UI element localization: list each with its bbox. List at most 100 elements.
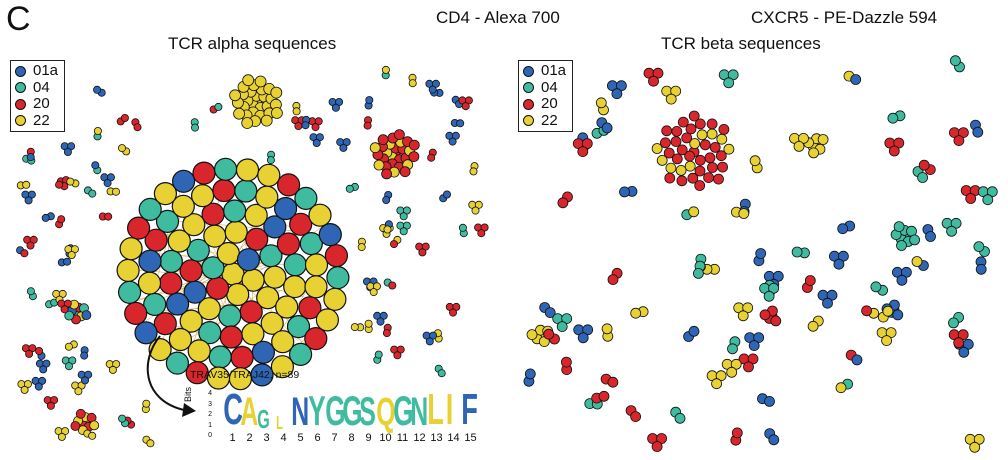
clone-node [179, 259, 203, 283]
clone-node [619, 186, 630, 198]
clone-node [704, 152, 716, 164]
clone-node [166, 292, 190, 316]
clone-node [577, 146, 589, 157]
clone-node [726, 366, 738, 378]
legend-dot [523, 98, 534, 110]
clone-node [881, 335, 893, 347]
clone-node [946, 225, 958, 237]
clone-node [393, 129, 405, 140]
clone-node [251, 340, 275, 364]
clone-node [388, 281, 397, 290]
clone-node [93, 127, 102, 136]
clone-node [715, 150, 727, 162]
logo-letter: C [223, 385, 243, 434]
clone-node [182, 213, 206, 237]
clone-node [703, 172, 715, 183]
clone-node [953, 135, 965, 146]
clone-node [893, 221, 905, 233]
clone-node [681, 132, 693, 144]
clone-node [81, 376, 90, 385]
clone-node [755, 248, 767, 259]
logo-letter: G [325, 387, 346, 434]
clone-node [112, 187, 121, 196]
logo-tick: 4 [208, 390, 212, 397]
logo-letter: L [276, 413, 283, 433]
clone-node [656, 155, 668, 166]
logo-tick: 3 [208, 400, 212, 408]
clone-node [138, 197, 162, 221]
clone-node [55, 180, 64, 189]
clone-node [167, 229, 191, 253]
clone-node [711, 378, 723, 390]
clone-node [896, 274, 908, 286]
clone-node [665, 93, 677, 105]
clone-node [230, 345, 254, 370]
clone-node [312, 139, 321, 148]
clone-node [611, 88, 623, 100]
clone-node [949, 55, 961, 67]
clone-node [81, 310, 92, 321]
clone-node [676, 175, 688, 187]
logo-ticks: 4 3 2 1 0 [204, 389, 212, 442]
clone-node [22, 180, 31, 189]
clone-node [118, 414, 127, 423]
clone-node [456, 119, 465, 128]
clone-node [104, 212, 113, 221]
clone-node [630, 307, 642, 319]
clone-node [383, 225, 392, 234]
clone-node [747, 353, 759, 365]
clone-node [798, 133, 809, 144]
clone-node [20, 249, 29, 258]
clone-node [80, 351, 89, 360]
logo-letter: G [342, 387, 363, 434]
clone-node [630, 411, 641, 423]
clone-node [607, 274, 619, 286]
clone-node [255, 185, 279, 209]
clone-node [244, 203, 268, 227]
clone-node [670, 85, 682, 97]
clone-node [835, 382, 847, 394]
clone-node [772, 270, 784, 282]
clone-node [294, 186, 318, 210]
clone-node [957, 329, 969, 341]
clone-node [851, 354, 863, 366]
clone-node [986, 186, 998, 198]
legend-label: 22 [541, 111, 558, 129]
clone-node [168, 327, 192, 352]
clone-node [74, 387, 83, 396]
clone-node [677, 116, 689, 128]
clone-node [233, 107, 246, 120]
clone-node [659, 137, 671, 149]
logo-letter: S [359, 390, 376, 434]
clone-node [727, 343, 738, 355]
clone-node [369, 288, 378, 297]
clone-node [266, 156, 275, 165]
clone-node [684, 160, 696, 172]
clone-node [159, 271, 183, 295]
clone-node [304, 327, 328, 351]
clone-node [969, 441, 981, 453]
clone-node [260, 311, 284, 335]
panel-letter: C [6, 0, 31, 38]
clone-node [203, 224, 227, 248]
clone-node [399, 166, 411, 178]
clone-node [953, 337, 965, 349]
clone-node [882, 305, 894, 317]
clone-node [950, 217, 962, 229]
clone-node [544, 307, 556, 319]
clone-node [688, 206, 700, 218]
clone-node [982, 194, 994, 206]
logo-position: 5 [297, 432, 304, 444]
clone-node [661, 125, 673, 137]
clone-node [850, 74, 862, 85]
clone-node [768, 282, 780, 294]
clone-node [526, 329, 538, 341]
clone-node [127, 216, 151, 240]
logo-axis-label: Bits [183, 386, 193, 402]
clone-node [382, 329, 391, 338]
clone-node [381, 168, 393, 180]
beta-panel-title: TCR beta sequences [661, 34, 821, 53]
clone-node [198, 321, 222, 345]
clone-node [870, 281, 882, 293]
logo-tick: 1 [208, 421, 212, 429]
